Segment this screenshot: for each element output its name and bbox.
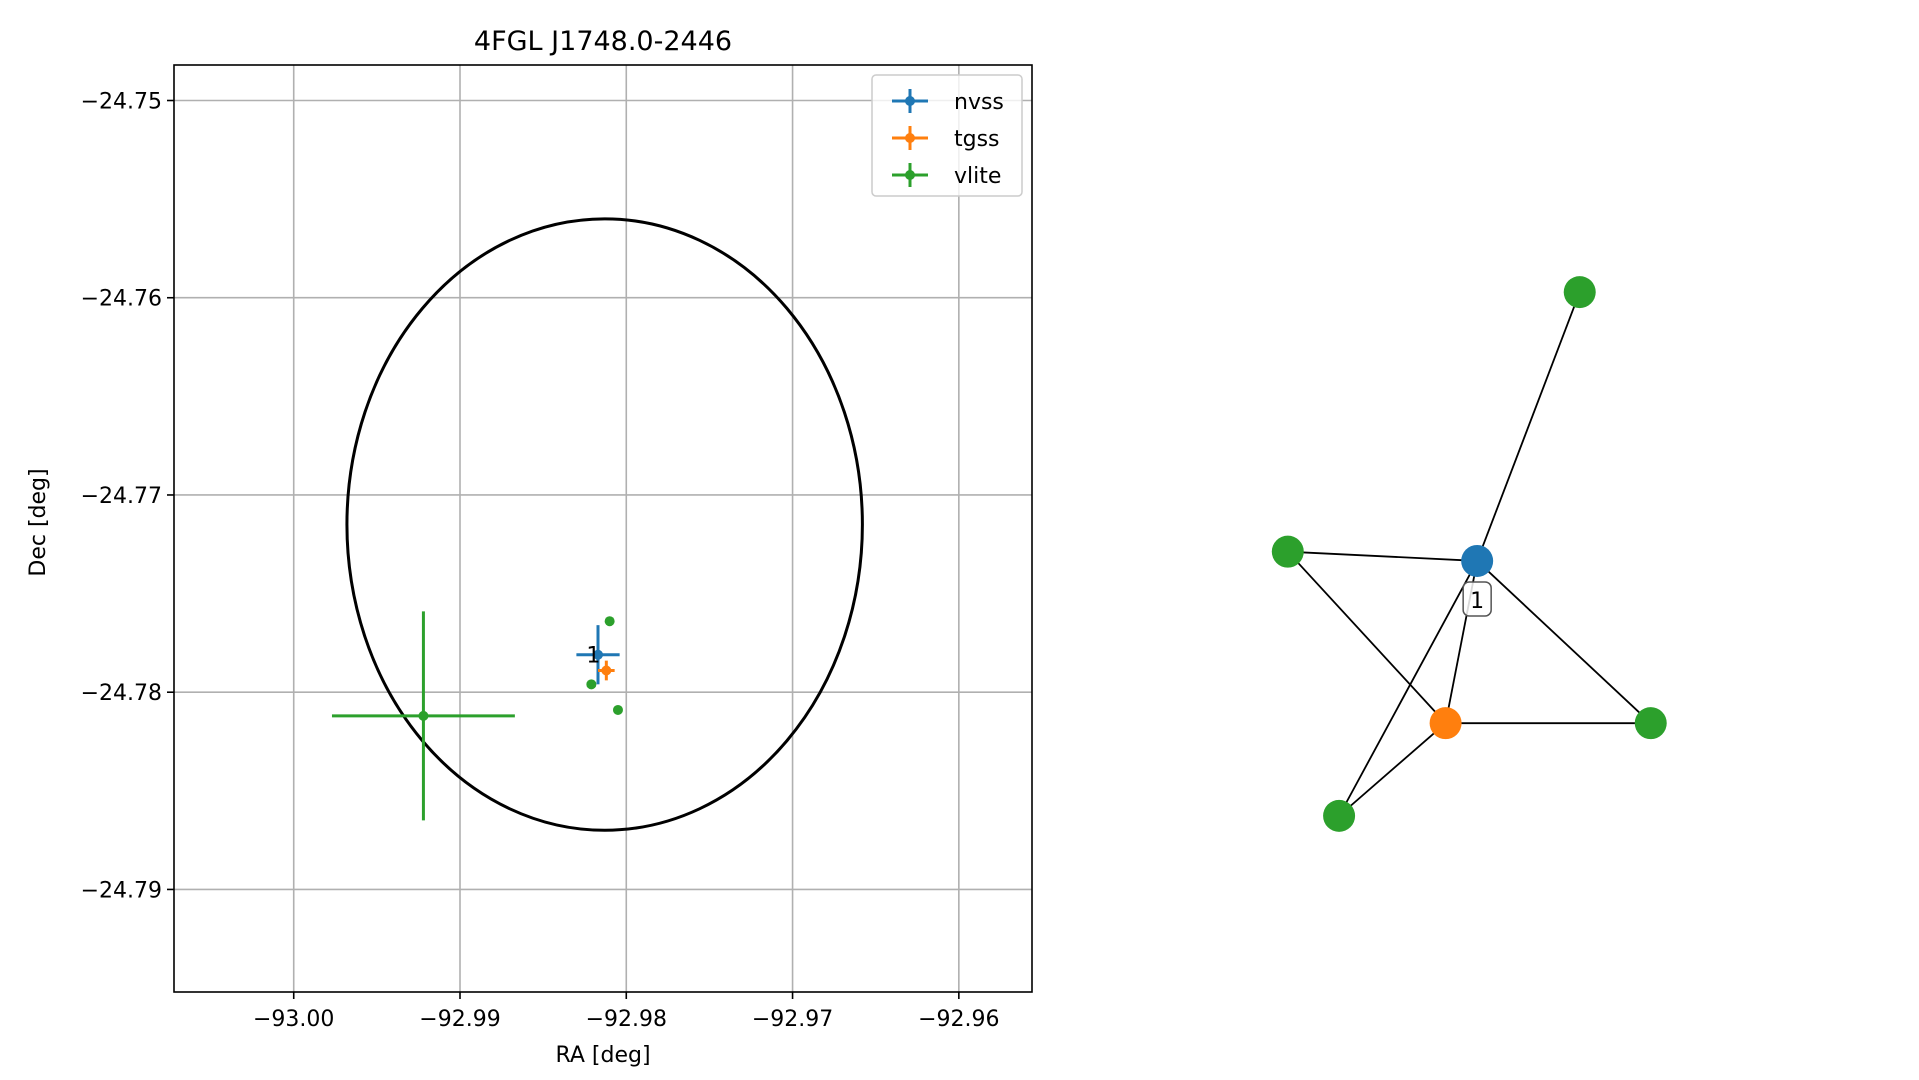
network-edge <box>1338 560 1478 817</box>
legend-label: vlite <box>954 164 1001 189</box>
axis-ticks: −93.00 −92.99 −92.98 −92.97 −92.96 −24.75 −24.… <box>81 90 1000 1032</box>
network-node-nvss <box>1461 544 1494 577</box>
nvss-marker <box>593 649 604 660</box>
x-tick-label: −92.98 <box>586 1007 667 1032</box>
vlite-point <box>612 704 623 715</box>
y-tick-label: −24.79 <box>81 878 162 903</box>
scatter-panel: 4FGL J1748.0-2446 1 −93.00 −92.99 −92.98 −9… <box>26 26 1033 1068</box>
network-node-tgss <box>1429 707 1462 740</box>
network-label-box <box>1462 581 1492 617</box>
x-tick-label: −93.00 <box>253 1007 334 1032</box>
plot-frame <box>173 64 1033 993</box>
y-tick-label: −24.75 <box>81 90 162 115</box>
network-node-vlite-c <box>1634 707 1667 740</box>
network-node-label: 1 <box>1470 589 1484 614</box>
legend-marker <box>905 133 915 143</box>
network-node-vlite-d <box>1323 799 1356 832</box>
vlite-marker <box>612 704 623 715</box>
network-edge <box>1476 291 1581 562</box>
legend-marker <box>905 96 915 106</box>
tgss-point <box>598 660 615 681</box>
y-axis-label: Dec [deg] <box>26 468 51 576</box>
network-edges <box>1287 291 1652 817</box>
chart-title: 4FGL J1748.0-2446 <box>474 26 732 57</box>
x-axis-label: RA [deg] <box>555 1043 650 1068</box>
y-tick-label: −24.77 <box>81 484 162 509</box>
network-panel: 1 <box>1271 276 1667 832</box>
vlite-marker <box>418 710 429 721</box>
vlite-point <box>586 679 597 690</box>
network-edge <box>1287 551 1447 724</box>
x-tick-label: −92.96 <box>918 1007 999 1032</box>
network-node-labels: 1 <box>1462 581 1492 617</box>
legend-entry-vlite: vlite <box>892 163 1001 189</box>
network-edge <box>1338 722 1447 817</box>
y-tick-label: −24.76 <box>81 287 162 312</box>
legend-marker <box>905 170 915 180</box>
y-tick-label: −24.78 <box>81 681 162 706</box>
localization-circle-layer <box>345 217 864 832</box>
network-node-vlite-a <box>1563 276 1596 309</box>
legend: nvss tgss vlite <box>871 74 1023 197</box>
network-nodes <box>1271 276 1667 832</box>
x-tick-label: −92.99 <box>419 1007 500 1032</box>
nvss-point <box>576 625 620 685</box>
x-tick-label: −92.97 <box>752 1007 833 1032</box>
vlite-marker <box>586 679 597 690</box>
vlite-marker <box>604 616 615 627</box>
legend-label: tgss <box>954 127 1000 152</box>
grid <box>174 65 1032 992</box>
vlite-point <box>604 616 615 627</box>
vlite-point <box>331 611 515 821</box>
data-points <box>331 611 623 821</box>
network-edge <box>1476 560 1652 724</box>
network-edge <box>1287 550 1478 562</box>
legend-entry-tgss: tgss <box>892 126 1000 152</box>
point-annotation: 1 <box>586 644 600 669</box>
tgss-marker <box>601 665 612 676</box>
legend-label: nvss <box>954 90 1004 115</box>
annotations: 1 <box>586 644 600 669</box>
legend-entry-nvss: nvss <box>892 89 1004 115</box>
localization-circle <box>345 217 864 832</box>
network-node-vlite-b <box>1271 535 1304 568</box>
